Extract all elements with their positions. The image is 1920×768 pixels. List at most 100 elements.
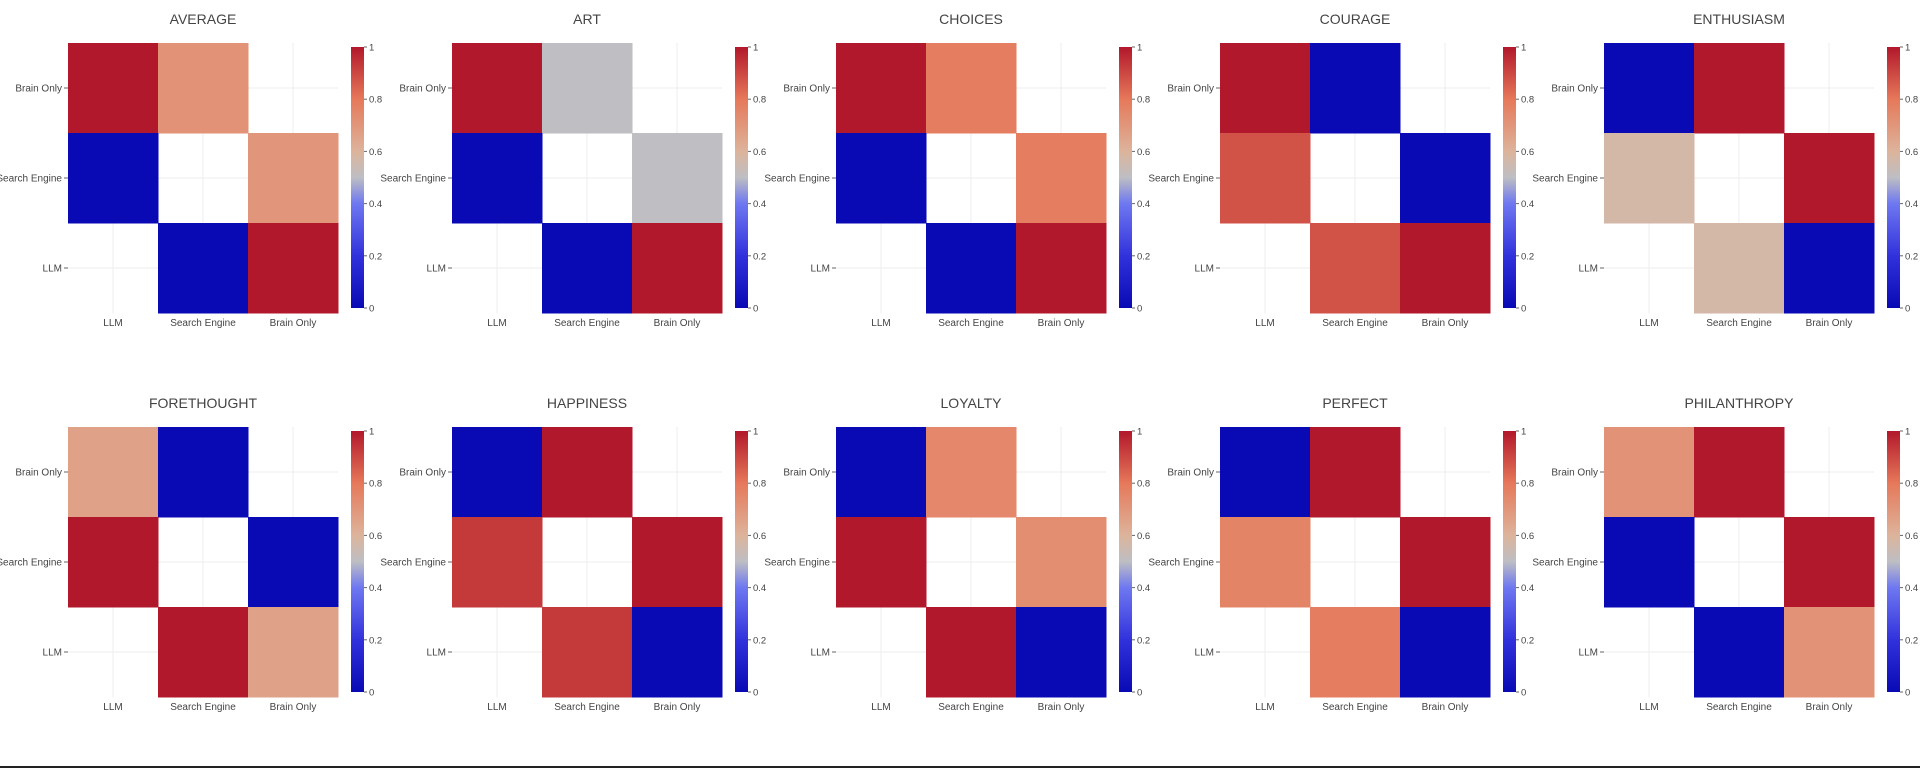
heatmap-cell xyxy=(1694,607,1785,698)
colorbar xyxy=(1503,47,1516,308)
x-tick-label: Search Engine xyxy=(1706,702,1772,713)
x-tick-label: LLM xyxy=(871,318,890,329)
heatmap-cell xyxy=(1016,223,1107,314)
heatmap-cell xyxy=(68,133,159,224)
colorbar-tick-label: 0.8 xyxy=(1521,95,1534,106)
colorbar-tick-label: 0 xyxy=(1905,304,1910,315)
y-tick-label: LLM xyxy=(1579,264,1598,275)
colorbar-tick-label: 0.6 xyxy=(753,147,766,158)
chart-title: ENTHUSIASM xyxy=(1693,11,1785,27)
colorbar-tick-label: 0.6 xyxy=(753,531,766,542)
x-tick-label: Brain Only xyxy=(1806,318,1853,329)
colorbar-tick-label: 0.4 xyxy=(753,199,766,210)
heatmap-cell xyxy=(926,223,1017,314)
y-tick-label: Search Engine xyxy=(1148,558,1214,569)
x-tick-label: LLM xyxy=(1255,702,1274,713)
colorbar-tick-label: 0 xyxy=(1905,688,1910,699)
heatmap-cell xyxy=(1694,427,1785,518)
heatmap-enthusiasm: ENTHUSIASM Brain Only Search Engine LLM LLM S… xyxy=(1532,11,1918,329)
colorbar-tick-label: 0.6 xyxy=(369,147,382,158)
heatmap-cell xyxy=(68,427,159,518)
y-tick-label: Brain Only xyxy=(1167,468,1214,479)
colorbar-tick-label: 0.4 xyxy=(1521,583,1534,594)
y-tick-label: Search Engine xyxy=(0,558,62,569)
y-tick-label: Search Engine xyxy=(764,174,830,185)
x-tick-label: Brain Only xyxy=(270,318,317,329)
y-tick-label: Brain Only xyxy=(1551,468,1598,479)
heatmap-cell xyxy=(452,427,543,518)
heatmap-choices: CHOICES Brain Only Search Engine LLM LLM Sear… xyxy=(764,11,1150,329)
y-tick-label: LLM xyxy=(1579,648,1598,659)
colorbar-tick-label: 0.2 xyxy=(369,635,382,646)
colorbar-tick-label: 1 xyxy=(1137,427,1142,438)
colorbar-tick-label: 0.6 xyxy=(1905,147,1918,158)
x-tick-label: Search Engine xyxy=(1322,318,1388,329)
heatmap-perfect: PERFECT Brain Only Search Engine LLM LLM Sear… xyxy=(1148,395,1534,713)
y-tick-label: Search Engine xyxy=(380,558,446,569)
x-tick-label: Brain Only xyxy=(1422,318,1469,329)
y-tick-label: LLM xyxy=(43,264,62,275)
colorbar-tick-label: 0.8 xyxy=(369,479,382,490)
x-tick-label: Brain Only xyxy=(1422,702,1469,713)
colorbar-tick-label: 0.4 xyxy=(1521,199,1534,210)
x-tick-label: Search Engine xyxy=(938,318,1004,329)
colorbar-tick-label: 1 xyxy=(1521,427,1526,438)
y-tick-label: Brain Only xyxy=(1167,84,1214,95)
y-tick-label: LLM xyxy=(1195,648,1214,659)
colorbar-tick-label: 0.8 xyxy=(1137,95,1150,106)
heatmap-philanthropy: PHILANTHROPY Brain Only Search Engine LLM LL… xyxy=(1532,395,1918,713)
colorbar-tick-label: 0.4 xyxy=(1905,199,1918,210)
y-tick-label: Brain Only xyxy=(399,468,446,479)
colorbar-tick-label: 0.8 xyxy=(1521,479,1534,490)
heatmap-cell xyxy=(1310,43,1401,134)
heatmap-cell xyxy=(836,427,927,518)
heatmap-cell xyxy=(1784,133,1875,224)
y-tick-label: Search Engine xyxy=(1532,558,1598,569)
colorbar-tick-label: 1 xyxy=(1905,427,1910,438)
heatmap-cell xyxy=(836,43,927,134)
heatmap-cell xyxy=(158,427,249,518)
colorbar-tick-label: 0.6 xyxy=(1137,147,1150,158)
x-tick-label: Brain Only xyxy=(1038,702,1085,713)
x-tick-label: Brain Only xyxy=(1038,318,1085,329)
heatmap-cell xyxy=(1310,607,1401,698)
y-tick-label: Brain Only xyxy=(15,468,62,479)
chart-title: PERFECT xyxy=(1322,395,1388,411)
heatmap-cell xyxy=(926,607,1017,698)
y-tick-label: Brain Only xyxy=(399,84,446,95)
colorbar-tick-label: 0.2 xyxy=(369,251,382,262)
colorbar-tick-label: 0.2 xyxy=(1137,251,1150,262)
heatmap-average: AVERAGE Brain Only Search Engine LLM LLM Sear… xyxy=(0,11,382,329)
x-tick-label: LLM xyxy=(1639,318,1658,329)
chart-title: ART xyxy=(573,11,601,27)
heatmap-cell xyxy=(632,223,723,314)
heatmap-happiness: HAPPINESS Brain Only Search Engine LLM LLM Se… xyxy=(380,395,766,713)
heatmap-cell xyxy=(1220,517,1311,608)
heatmap-forethought: FORETHOUGHT Brain Only Search Engine LLM LLM… xyxy=(0,395,382,713)
colorbar-tick-label: 1 xyxy=(753,43,758,54)
colorbar-tick-label: 0 xyxy=(753,688,758,699)
heatmap-cell xyxy=(452,43,543,134)
y-tick-label: Search Engine xyxy=(764,558,830,569)
heatmap-cell xyxy=(632,133,723,224)
heatmap-cell xyxy=(632,517,723,608)
colorbar-tick-label: 0.4 xyxy=(369,583,382,594)
colorbar-tick-label: 0 xyxy=(369,304,374,315)
colorbar-tick-label: 0.8 xyxy=(1905,479,1918,490)
bottom-divider xyxy=(0,766,1920,768)
x-tick-label: Search Engine xyxy=(554,318,620,329)
colorbar-tick-label: 0.4 xyxy=(369,199,382,210)
heatmap-cell xyxy=(1784,223,1875,314)
colorbar xyxy=(351,47,364,308)
chart-title: LOYALTY xyxy=(941,395,1003,411)
heatmap-cell xyxy=(248,133,339,224)
x-tick-label: Brain Only xyxy=(1806,702,1853,713)
heatmap-cell xyxy=(926,427,1017,518)
colorbar-tick-label: 0.8 xyxy=(753,479,766,490)
heatmap-art: ART Brain Only Search Engine LLM LLM Search E… xyxy=(380,11,766,329)
colorbar-tick-label: 1 xyxy=(1521,43,1526,54)
colorbar-tick-label: 1 xyxy=(1905,43,1910,54)
colorbar-tick-label: 0.4 xyxy=(1137,199,1150,210)
colorbar-tick-label: 0.8 xyxy=(1905,95,1918,106)
